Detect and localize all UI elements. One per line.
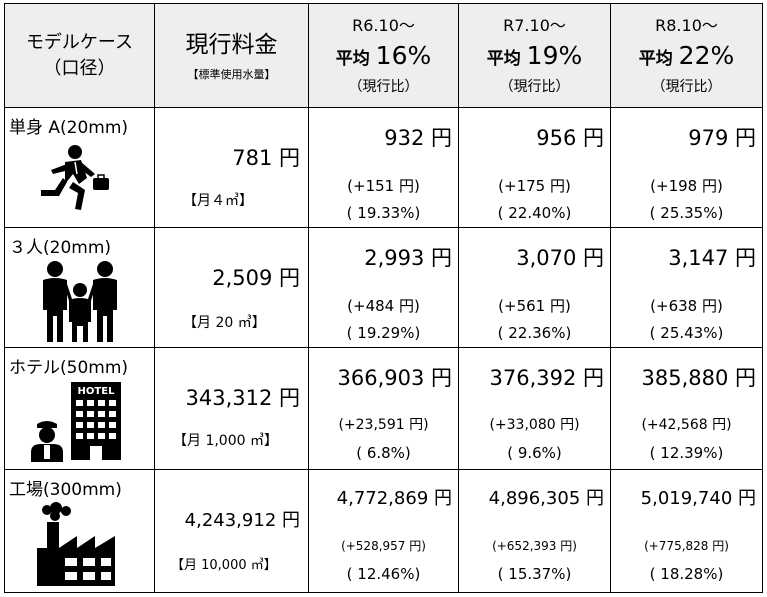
current-rate-value: 781 円	[232, 146, 300, 170]
header-current-title: 現行料金	[185, 31, 278, 58]
header-case-line1: モデルケース	[25, 31, 134, 53]
family-icon	[43, 261, 117, 342]
rate-difference: (+42,568 円)	[641, 417, 732, 433]
row-label-cell: 工場(300mm)	[5, 470, 155, 593]
revised-rate-cell: 385,880 円 (+42,568 円) ( 12.39%)	[611, 348, 763, 470]
header-current-sub: 【標準使用水量】	[187, 67, 276, 81]
revised-rate-value: 4,772,869 円	[336, 488, 452, 509]
revised-rate-value: 4,896,305 円	[488, 488, 604, 509]
running-businessman-icon	[41, 145, 109, 210]
rate-difference: (+151 円)	[347, 177, 420, 195]
increase-rate: ( 12.39%)	[649, 444, 724, 462]
rate-difference: (+775,828 円)	[644, 539, 729, 553]
revised-rate-cell: 2,993 円 (+484 円) ( 19.29%)	[309, 228, 459, 348]
header-revision-r6: R6.10～ 平均 16% （現行比）	[309, 4, 459, 108]
standard-usage: 【月４㎥】	[183, 193, 253, 209]
revised-rate-value: 366,903 円	[337, 366, 452, 390]
increase-rate: ( 15.37%)	[497, 565, 572, 583]
current-rate-value: 2,509 円	[212, 266, 300, 290]
revised-rate-cell: 3,147 円 (+638 円) ( 25.43%)	[611, 228, 763, 348]
rate-difference: (+23,591 円)	[338, 417, 429, 433]
revision-date: R6.10～	[352, 16, 415, 35]
revised-rate-cell: 979 円 (+198 円) ( 25.35%)	[611, 108, 763, 228]
row-label-cell: 単身 A(20mm)	[5, 108, 155, 228]
rate-difference: (+484 円)	[347, 297, 420, 315]
rate-difference: (+638 円)	[650, 297, 723, 315]
current-rate-value: 4,243,912 円	[184, 510, 300, 531]
revised-rate-value: 932 円	[384, 126, 452, 150]
revised-rate-cell: 4,772,869 円 (+528,957 円) ( 12.46%)	[309, 470, 459, 593]
increase-rate: ( 22.40%)	[497, 204, 572, 222]
increase-rate: ( 19.33%)	[346, 204, 421, 222]
hotel-sign-text: HOTEL	[78, 386, 116, 397]
rate-difference: (+175 円)	[498, 177, 571, 195]
revision-date: R7.10～	[503, 16, 566, 35]
increase-rate: ( 25.43%)	[649, 324, 724, 342]
current-rate-cell: 343,312 円 【月 1,000 ㎥】	[155, 348, 309, 470]
rate-difference: (+33,080 円)	[489, 417, 580, 433]
revised-rate-cell: 366,903 円 (+23,591 円) ( 6.8%)	[309, 348, 459, 470]
current-rate-cell: 4,243,912 円 【月 10,000 ㎥】	[155, 470, 309, 593]
row-label: 工場(300mm)	[9, 480, 122, 500]
row-label-cell: ホテル(50mm) HOTEL	[5, 348, 155, 470]
revision-avg-label: 平均	[335, 49, 370, 69]
row-label: ホテル(50mm)	[9, 358, 129, 378]
revision-ratio-note: （現行比）	[499, 79, 570, 95]
increase-rate: ( 22.36%)	[497, 324, 572, 342]
revised-rate-value: 385,880 円	[641, 366, 756, 390]
increase-rate: ( 18.28%)	[649, 565, 724, 583]
revised-rate-value: 3,147 円	[668, 246, 756, 270]
row-label-cell: ３人(20mm)	[5, 228, 155, 348]
revision-date: R8.10～	[655, 16, 718, 35]
rate-difference: (+198 円)	[650, 177, 723, 195]
revised-rate-cell: 932 円 (+151 円) ( 19.33%)	[309, 108, 459, 228]
header-case-line2: （口径）	[43, 57, 116, 79]
revised-rate-value: 376,392 円	[489, 366, 604, 390]
current-rate-value: 343,312 円	[185, 386, 300, 410]
revised-rate-cell: 376,392 円 (+33,080 円) ( 9.6%)	[459, 348, 611, 470]
row-label: ３人(20mm)	[9, 238, 112, 258]
header-revision-r8: R8.10～ 平均 22% （現行比）	[611, 4, 763, 108]
revision-avg-label: 平均	[638, 49, 673, 69]
revised-rate-cell: 5,019,740 円 (+775,828 円) ( 18.28%)	[611, 470, 763, 593]
revised-rate-value: 979 円	[688, 126, 756, 150]
revision-avg-label: 平均	[486, 49, 521, 69]
header-model-case: モデルケース （口径）	[5, 4, 155, 108]
revision-avg-pct: 22%	[678, 41, 735, 70]
standard-usage: 【月 20 ㎥】	[183, 315, 266, 331]
revised-rate-cell: 3,070 円 (+561 円) ( 22.36%)	[459, 228, 611, 348]
rate-difference: (+652,393 円)	[492, 539, 577, 553]
standard-usage: 【月 1,000 ㎥】	[173, 433, 278, 449]
revised-rate-cell: 956 円 (+175 円) ( 22.40%)	[459, 108, 611, 228]
revised-rate-value: 2,993 円	[364, 246, 452, 270]
row-label: 単身 A(20mm)	[9, 118, 129, 138]
standard-usage: 【月 10,000 ㎥】	[171, 558, 277, 573]
rate-comparison-table: モデルケース （口径） 現行料金 【標準使用水量】 R6.10～ 平均 16% …	[4, 3, 763, 593]
factory-icon	[37, 502, 115, 586]
increase-rate: ( 25.35%)	[649, 204, 724, 222]
revision-ratio-note: （現行比）	[651, 79, 722, 95]
increase-rate: ( 6.8%)	[356, 444, 411, 462]
current-rate-cell: 781 円 【月４㎥】	[155, 108, 309, 228]
hotel-icon: HOTEL	[31, 382, 121, 462]
revision-avg-pct: 19%	[526, 41, 583, 70]
revised-rate-value: 3,070 円	[516, 246, 604, 270]
revised-rate-value: 956 円	[536, 126, 604, 150]
increase-rate: ( 9.6%)	[507, 444, 562, 462]
revision-avg-pct: 16%	[375, 41, 432, 70]
revision-ratio-note: （現行比）	[348, 79, 419, 95]
increase-rate: ( 19.29%)	[346, 324, 421, 342]
current-rate-cell: 2,509 円 【月 20 ㎥】	[155, 228, 309, 348]
header-revision-r7: R7.10～ 平均 19% （現行比）	[459, 4, 611, 108]
header-current-rate: 現行料金 【標準使用水量】	[155, 4, 309, 108]
rate-difference: (+561 円)	[498, 297, 571, 315]
rate-difference: (+528,957 円)	[341, 539, 426, 553]
revised-rate-value: 5,019,740 円	[640, 488, 756, 509]
increase-rate: ( 12.46%)	[346, 565, 421, 583]
revised-rate-cell: 4,896,305 円 (+652,393 円) ( 15.37%)	[459, 470, 611, 593]
